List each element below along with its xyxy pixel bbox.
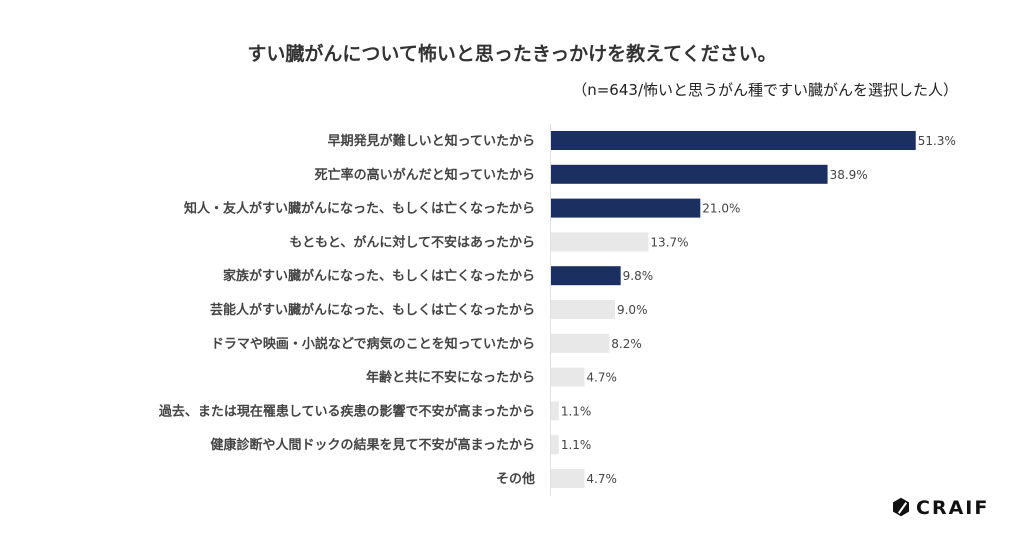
chart-subtitle: （n=643/怖いと思うがん種ですい臓がんを選択した人） — [572, 81, 958, 99]
craif-logo: CRAIF — [893, 497, 989, 519]
data-label: 21.0% — [702, 202, 740, 216]
data-label: 9.0% — [617, 303, 648, 317]
category-label: 過去、または現在罹患している疾患の影響で不安が高まったから — [158, 403, 535, 419]
data-label: 1.1% — [561, 404, 592, 418]
data-label: 8.2% — [611, 337, 642, 351]
category-label: 年齢と共に不安になったから — [366, 370, 535, 386]
bar — [551, 198, 701, 218]
bar — [551, 333, 610, 353]
bar — [551, 164, 828, 184]
category-label: 芸能人がすい臓がんになった、もしくは亡くなったから — [210, 302, 535, 318]
bar — [551, 300, 615, 319]
bar — [551, 232, 649, 252]
bar — [551, 469, 585, 488]
category-label: 家族がすい臓がんになった、もしくは亡くなったから — [223, 268, 535, 284]
category-label: その他 — [496, 471, 535, 487]
bar — [551, 131, 916, 150]
data-label: 1.1% — [561, 438, 592, 452]
category-label: 知人・友人がすい臓がんになった、もしくは亡くなったから — [184, 201, 535, 217]
chart-title: すい臓がんについて怖いと思ったきっかけを教えてください。 — [247, 42, 776, 65]
data-label: 4.7% — [586, 371, 617, 385]
category-label: 死亡率の高いがんだと知っていたから — [315, 167, 535, 183]
data-label: 13.7% — [650, 235, 688, 249]
bar — [551, 435, 559, 455]
data-label: 9.8% — [623, 269, 654, 283]
craif-logo-mark-icon — [893, 497, 909, 517]
data-label: 38.9% — [830, 168, 868, 182]
bar — [551, 266, 621, 286]
category-label: ドラマや映画・小説などで病気のことを知っていたから — [211, 336, 535, 352]
category-label: もともと、がんに対して不安はあったから — [289, 234, 535, 250]
logo-text: CRAIF — [916, 497, 989, 519]
data-label: 4.7% — [586, 472, 617, 486]
category-label: 健康診断や人間ドックの結果を見て不安が高まったから — [211, 437, 535, 453]
category-label: 早期発見が難しいと知っていたから — [328, 133, 535, 149]
bar — [551, 367, 585, 387]
bar — [551, 401, 559, 421]
data-label: 51.3% — [918, 134, 956, 148]
